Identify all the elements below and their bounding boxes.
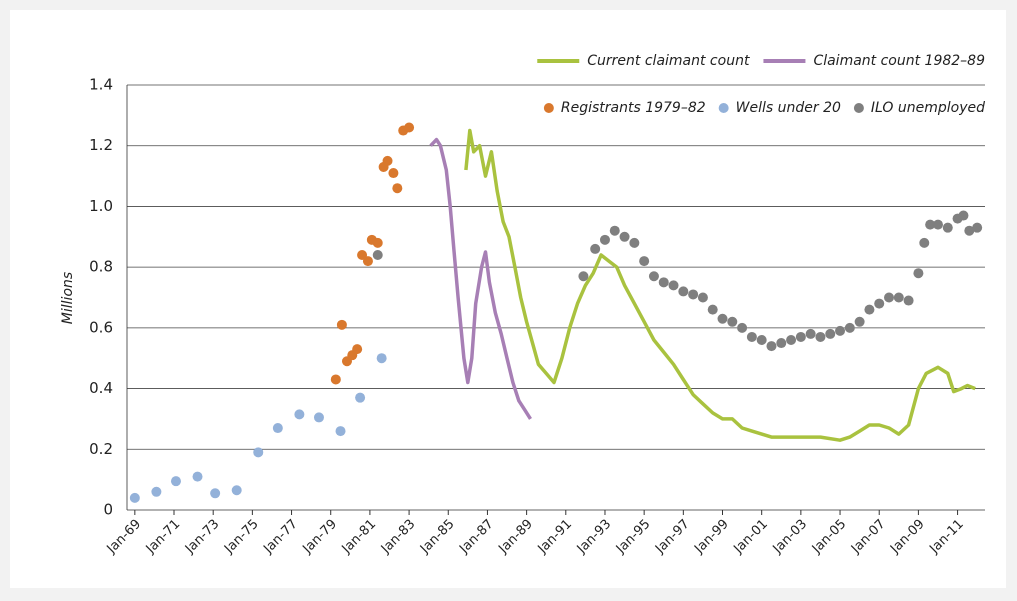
scatter-point	[746, 331, 757, 342]
scatter-point	[913, 268, 924, 279]
scatter-point	[972, 222, 983, 233]
plot-background	[10, 10, 1006, 588]
scatter-point	[727, 316, 738, 327]
legend-label: Registrants 1979–82	[561, 100, 706, 116]
scatter-point	[330, 374, 341, 385]
line-series	[429, 137, 532, 420]
scatter-point	[648, 271, 659, 282]
scatter-point	[129, 492, 140, 503]
scatter-point	[619, 231, 630, 242]
scatter-point	[964, 225, 975, 236]
scatter-point	[388, 168, 399, 179]
scatter-point	[210, 488, 221, 499]
scatter-point	[151, 486, 162, 497]
scatter-point	[776, 338, 787, 349]
y-tick-label: 0	[103, 501, 113, 519]
scatter-point	[786, 335, 797, 345]
scatter-point	[942, 222, 953, 233]
legend-swatch	[853, 103, 864, 113]
legend-label: Wells under 20	[736, 100, 841, 116]
scatter-point	[835, 325, 846, 336]
line-series	[464, 128, 976, 442]
y-tick-label: 0.6	[89, 318, 113, 336]
scatter-point	[170, 476, 181, 487]
scatter-point	[639, 256, 650, 267]
scatter-point	[658, 277, 669, 288]
scatter-point	[815, 331, 826, 342]
scatter-point	[707, 304, 718, 315]
scatter-point	[382, 155, 393, 166]
scatter-point	[404, 122, 415, 133]
scatter-point	[925, 219, 936, 230]
legend-swatch	[718, 103, 729, 113]
scatter-point	[825, 328, 836, 339]
y-tick-label: 1.4	[89, 76, 113, 94]
scatter-point	[590, 243, 601, 254]
scatter-point	[629, 237, 640, 248]
scatter-point	[756, 335, 767, 345]
scatter-point	[231, 485, 242, 496]
scatter-point	[697, 292, 708, 303]
legend-label: Current claimant count	[587, 53, 750, 69]
scatter-point	[355, 392, 366, 403]
scatter-point	[192, 471, 203, 482]
legend-label: Claimant count 1982–89	[813, 53, 985, 69]
scatter-point	[919, 237, 930, 248]
scatter-point	[844, 322, 855, 333]
scatter-point	[717, 313, 728, 324]
y-tick-label: 0.8	[89, 258, 113, 276]
scatter-point	[884, 292, 895, 303]
scatter-point	[336, 319, 347, 330]
scatter-point	[874, 298, 885, 309]
scatter-point	[376, 353, 387, 364]
scatter-point	[795, 331, 806, 342]
y-tick-label: 1.2	[89, 136, 113, 154]
scatter-point	[737, 322, 748, 333]
scatter-point	[805, 328, 816, 339]
legend-label: ILO unemployed	[871, 100, 985, 116]
scatter-point	[688, 289, 699, 300]
scatter-point	[578, 271, 589, 282]
scatter-point	[668, 280, 679, 291]
scatter-point	[766, 341, 777, 352]
y-tick-label: 0.4	[89, 379, 113, 397]
legend-swatch	[543, 103, 554, 113]
scatter-point	[932, 219, 943, 230]
scatter-point	[893, 292, 904, 303]
scatter-point	[372, 237, 383, 248]
scatter-point	[864, 304, 875, 315]
scatter-point	[313, 412, 324, 423]
scatter-point	[958, 210, 969, 221]
scatter-point	[903, 295, 914, 306]
scatter-point	[294, 409, 305, 420]
scatter-point	[678, 286, 689, 297]
scatter-point	[372, 250, 383, 260]
y-tick-label: 1.0	[89, 197, 113, 215]
scatter-point	[272, 423, 283, 434]
y-tick-label: 0.2	[89, 440, 113, 458]
y-axis-label: Millions	[60, 272, 76, 324]
scatter-point	[392, 183, 403, 194]
scatter-point	[599, 234, 610, 245]
scatter-point	[362, 256, 373, 267]
scatter-point	[352, 344, 363, 355]
scatter-point	[253, 447, 264, 458]
scatter-point	[854, 316, 865, 327]
scatter-point	[609, 225, 620, 236]
scatter-point	[335, 426, 346, 437]
